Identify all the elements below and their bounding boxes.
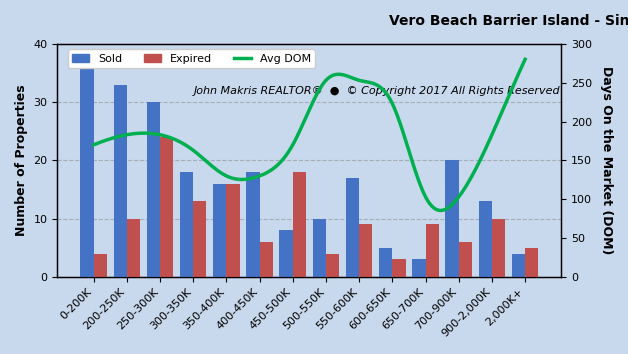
Bar xyxy=(313,219,326,277)
Bar xyxy=(458,242,472,277)
Bar xyxy=(246,172,259,277)
Y-axis label: Days On the Market (DOM): Days On the Market (DOM) xyxy=(600,66,613,255)
Y-axis label: Number of Properties: Number of Properties xyxy=(15,85,28,236)
Avg DOM xyxy=(345,75,353,79)
Avg DOM xyxy=(455,195,462,199)
Text: Vero Beach Barrier Island - Single Family Homes: Vero Beach Barrier Island - Single Famil… xyxy=(389,14,628,28)
Bar xyxy=(426,224,439,277)
Avg DOM xyxy=(482,145,490,150)
Bar xyxy=(359,224,372,277)
Line: Avg DOM: Avg DOM xyxy=(94,59,525,210)
Legend: Sold, Expired, Avg DOM: Sold, Expired, Avg DOM xyxy=(68,49,315,68)
Bar xyxy=(279,230,293,277)
Bar xyxy=(293,172,306,277)
Bar xyxy=(326,253,339,277)
Bar xyxy=(512,253,525,277)
Bar xyxy=(193,201,207,277)
Bar xyxy=(479,201,492,277)
Bar xyxy=(445,160,458,277)
Avg DOM xyxy=(521,57,529,62)
Avg DOM xyxy=(91,142,99,146)
Text: John Makris REALTOR®  ●  © Copyright 2017 All Rights Reserved: John Makris REALTOR® ● © Copyright 2017 … xyxy=(193,86,560,96)
Bar xyxy=(379,248,392,277)
Bar xyxy=(127,219,140,277)
Bar xyxy=(180,172,193,277)
Bar xyxy=(226,184,240,277)
Bar xyxy=(346,178,359,277)
Bar xyxy=(492,219,505,277)
Avg DOM xyxy=(347,75,354,79)
Avg DOM xyxy=(354,78,362,82)
Bar xyxy=(525,248,538,277)
Bar xyxy=(147,102,160,277)
Avg DOM xyxy=(436,208,444,212)
Bar xyxy=(114,85,127,277)
Bar xyxy=(94,253,107,277)
Bar xyxy=(80,61,94,277)
Bar xyxy=(412,259,426,277)
Bar xyxy=(213,184,226,277)
Bar xyxy=(392,259,406,277)
Bar xyxy=(160,137,173,277)
Bar xyxy=(259,242,273,277)
Avg DOM xyxy=(90,143,97,147)
